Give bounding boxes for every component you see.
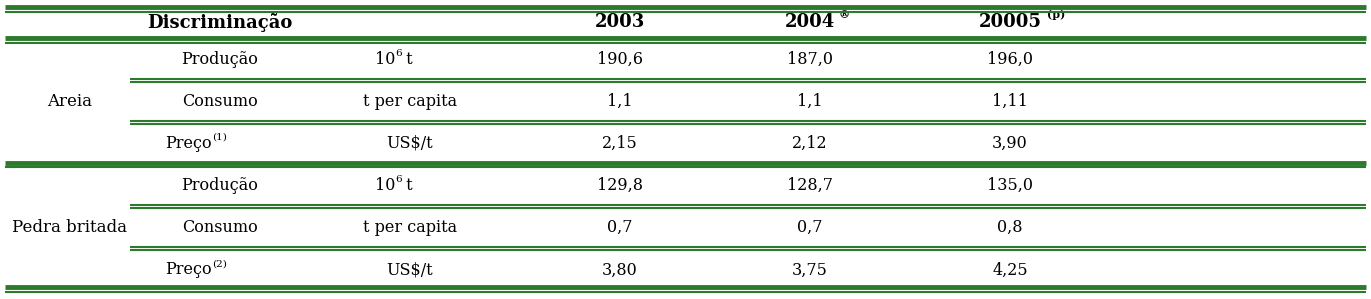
- Text: 3,75: 3,75: [792, 261, 828, 278]
- Text: 3,80: 3,80: [602, 261, 638, 278]
- Text: Preço: Preço: [166, 261, 213, 278]
- Text: 2,12: 2,12: [792, 135, 828, 152]
- Text: Preço: Preço: [166, 135, 213, 152]
- Text: Consumo: Consumo: [182, 93, 258, 110]
- Text: 0,7: 0,7: [607, 219, 633, 236]
- Text: 20005: 20005: [979, 13, 1042, 31]
- Text: 128,7: 128,7: [787, 177, 834, 194]
- Text: US$/t: US$/t: [387, 135, 433, 152]
- Text: 2004: 2004: [784, 13, 835, 31]
- Text: 6: 6: [395, 48, 402, 58]
- Text: 0,7: 0,7: [798, 219, 823, 236]
- Text: Produção: Produção: [181, 177, 259, 194]
- Text: 0,8: 0,8: [997, 219, 1023, 236]
- Text: 2,15: 2,15: [602, 135, 638, 152]
- Text: 10: 10: [374, 177, 395, 194]
- Text: t per capita: t per capita: [363, 93, 457, 110]
- Text: (p): (p): [1047, 10, 1065, 21]
- Text: 3,90: 3,90: [993, 135, 1028, 152]
- Text: Discriminação: Discriminação: [147, 13, 292, 31]
- Text: 1,1: 1,1: [797, 93, 823, 110]
- Text: ®: ®: [838, 10, 849, 21]
- Text: 1,1: 1,1: [607, 93, 633, 110]
- Text: 190,6: 190,6: [596, 51, 643, 68]
- Text: 187,0: 187,0: [787, 51, 834, 68]
- Text: Pedra britada: Pedra britada: [12, 219, 128, 236]
- Text: t per capita: t per capita: [363, 219, 457, 236]
- Text: 135,0: 135,0: [987, 177, 1032, 194]
- Text: 10: 10: [374, 51, 395, 68]
- Text: t: t: [400, 51, 413, 68]
- Text: (1): (1): [213, 133, 226, 142]
- Text: Consumo: Consumo: [182, 219, 258, 236]
- Text: 4,25: 4,25: [993, 261, 1028, 278]
- Text: t: t: [400, 177, 413, 194]
- Text: 2003: 2003: [595, 13, 646, 31]
- Text: 196,0: 196,0: [987, 51, 1032, 68]
- Text: Areia: Areia: [48, 93, 92, 110]
- Text: (2): (2): [213, 260, 226, 269]
- Text: US$/t: US$/t: [387, 261, 433, 278]
- Text: Produção: Produção: [181, 51, 259, 68]
- Text: 129,8: 129,8: [596, 177, 643, 194]
- Text: 1,11: 1,11: [993, 93, 1028, 110]
- Text: 6: 6: [395, 175, 402, 184]
